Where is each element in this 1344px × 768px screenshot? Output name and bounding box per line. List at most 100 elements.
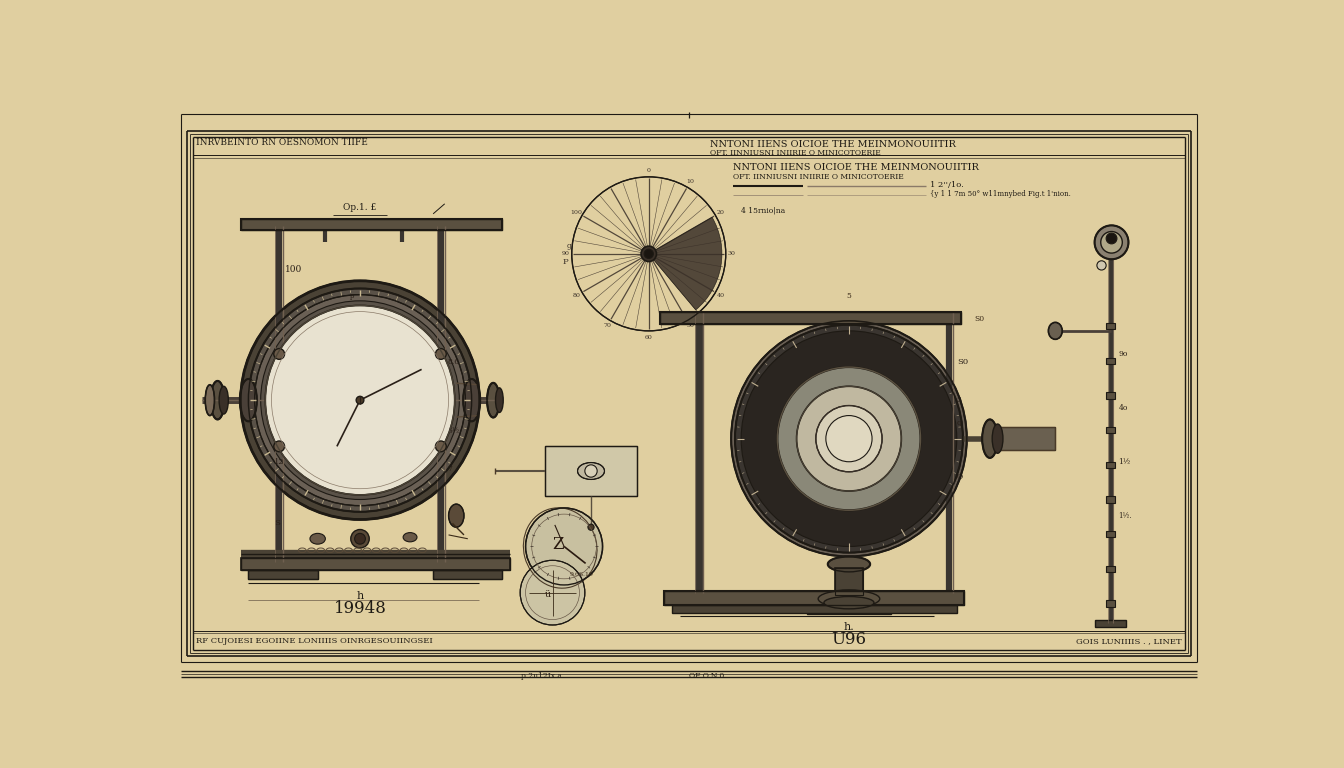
Circle shape: [1094, 225, 1129, 260]
Text: 1.9: 1.9: [386, 335, 396, 343]
Bar: [544, 446, 637, 496]
Circle shape: [585, 465, 597, 477]
Text: 8.6: 8.6: [448, 358, 460, 366]
Circle shape: [731, 321, 966, 557]
Circle shape: [355, 533, 366, 545]
Text: 1½.: 1½.: [1118, 511, 1132, 520]
Circle shape: [356, 396, 364, 404]
Text: 5: 5: [957, 396, 962, 404]
Text: NNTONI IIENS OICIOE THE MEINMONOUIITIR: NNTONI IIENS OICIOE THE MEINMONOUIITIR: [734, 163, 980, 172]
Bar: [1095, 620, 1126, 627]
Circle shape: [435, 349, 446, 359]
Circle shape: [735, 325, 962, 553]
Circle shape: [261, 301, 460, 499]
Circle shape: [520, 561, 585, 625]
Ellipse shape: [310, 533, 325, 545]
Text: 0: 0: [646, 168, 650, 174]
Text: GOIS LUNIIIIS . , LINET: GOIS LUNIIIIS . , LINET: [1077, 637, 1181, 645]
Bar: [1106, 323, 1116, 329]
Text: 90: 90: [562, 251, 570, 257]
Text: If: If: [448, 389, 453, 396]
Text: h.: h.: [844, 622, 855, 632]
Circle shape: [587, 524, 594, 530]
Bar: [1106, 531, 1116, 538]
Text: O: O: [957, 473, 962, 482]
Bar: [1106, 601, 1116, 607]
Circle shape: [274, 349, 285, 359]
Ellipse shape: [219, 386, 228, 414]
Bar: [433, 570, 503, 579]
Text: {y 1 1 7m 50° w11mnybed Fig.t 1'nion.: {y 1 1 7m 50° w11mnybed Fig.t 1'nion.: [930, 190, 1071, 198]
Circle shape: [1101, 231, 1122, 253]
Text: 9.6S.19: 9.6S.19: [570, 572, 594, 578]
Text: 70: 70: [603, 323, 612, 329]
Text: S0: S0: [974, 316, 985, 323]
Circle shape: [241, 281, 480, 519]
Circle shape: [816, 406, 882, 472]
Bar: [249, 570, 317, 579]
Text: 10: 10: [687, 180, 695, 184]
Ellipse shape: [818, 591, 880, 607]
Circle shape: [777, 367, 921, 510]
Bar: [660, 312, 961, 324]
Text: p: p: [349, 292, 355, 300]
Text: 1½: 1½: [1118, 458, 1130, 465]
Bar: [1106, 427, 1116, 433]
Circle shape: [435, 441, 446, 452]
Text: 5: 5: [847, 292, 851, 300]
Bar: [241, 219, 503, 230]
Bar: [1106, 496, 1116, 502]
Text: 100: 100: [571, 210, 583, 215]
Text: q: q: [957, 419, 962, 427]
Bar: [997, 427, 1055, 450]
Ellipse shape: [824, 597, 874, 609]
Text: RF CUJOIESI EGOIINE LONIIIIS OINRGESOUIINGSEI: RF CUJOIESI EGOIINE LONIIIIS OINRGESOUII…: [196, 637, 433, 645]
Circle shape: [351, 529, 370, 548]
Bar: [664, 591, 965, 605]
Circle shape: [274, 441, 285, 452]
Circle shape: [641, 247, 656, 262]
Text: INRVBEINTO RN OESNOMON TIIFE: INRVBEINTO RN OESNOMON TIIFE: [196, 138, 368, 147]
Text: 7: 7: [448, 465, 452, 473]
Bar: [672, 605, 957, 613]
Circle shape: [825, 415, 872, 462]
Text: 1 2''/1o.: 1 2''/1o.: [930, 180, 964, 189]
Text: 100: 100: [285, 265, 302, 273]
Bar: [1106, 358, 1116, 364]
Circle shape: [1106, 233, 1117, 244]
Wedge shape: [649, 217, 722, 310]
Text: 50: 50: [687, 323, 695, 329]
Text: Zo: Zo: [274, 389, 285, 396]
Text: OFT. IINNIUSNI INIIRIE O MINICOTOERIE: OFT. IINNIUSNI INIIRIE O MINICOTOERIE: [734, 173, 905, 181]
Circle shape: [797, 386, 902, 491]
Bar: [835, 568, 863, 595]
Circle shape: [526, 508, 602, 585]
Ellipse shape: [496, 388, 503, 412]
Ellipse shape: [211, 381, 224, 419]
Bar: [433, 570, 503, 579]
Circle shape: [571, 177, 726, 331]
Bar: [1106, 392, 1116, 399]
Bar: [660, 312, 961, 324]
Text: 60: 60: [645, 335, 653, 339]
Text: g: g: [566, 242, 571, 250]
Ellipse shape: [487, 382, 500, 418]
Text: 19948: 19948: [333, 601, 387, 617]
Bar: [241, 219, 503, 230]
Text: 1.3: 1.3: [405, 354, 415, 362]
Circle shape: [265, 306, 454, 495]
Text: 80: 80: [573, 293, 581, 298]
Ellipse shape: [828, 557, 870, 572]
Text: 4 15rnio|na: 4 15rnio|na: [741, 206, 785, 214]
Bar: [806, 607, 891, 614]
Text: NNTONI IIENS OICIOE THE MEINMONOUIITIR: NNTONI IIENS OICIOE THE MEINMONOUIITIR: [711, 140, 956, 149]
Circle shape: [741, 331, 957, 547]
Bar: [544, 446, 637, 496]
Bar: [241, 558, 511, 570]
Text: p 2u12Ix a: p 2u12Ix a: [520, 672, 562, 680]
Text: S: S: [274, 519, 280, 528]
Ellipse shape: [403, 532, 417, 542]
Ellipse shape: [578, 462, 605, 479]
Text: 4o: 4o: [1118, 404, 1128, 412]
Text: 20: 20: [716, 210, 724, 215]
